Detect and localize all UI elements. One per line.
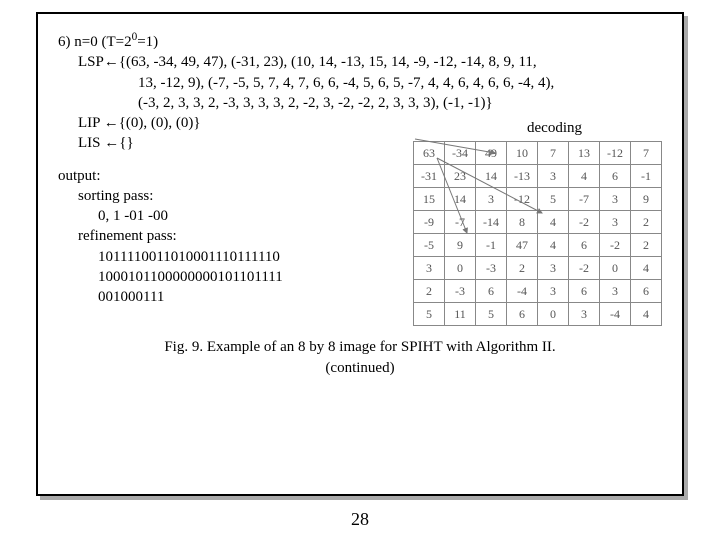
matrix-cell: 3 xyxy=(538,257,569,280)
matrix-cell: 5 xyxy=(476,303,507,326)
matrix-cell: 4 xyxy=(631,257,662,280)
matrix-cell: -13 xyxy=(507,165,538,188)
matrix-cell: 5 xyxy=(414,303,445,326)
caption-line1: Fig. 9. Example of an 8 by 8 image for S… xyxy=(164,339,555,355)
matrix-cell: 4 xyxy=(569,165,600,188)
lsp-line2: 13, -12, 9), (-7, -5, 5, 7, 4, 7, 6, 6, … xyxy=(58,73,662,93)
matrix-cell: 3 xyxy=(538,280,569,303)
matrix-cell: -2 xyxy=(569,257,600,280)
matrix-cell: 47 xyxy=(507,234,538,257)
matrix-cell: 11 xyxy=(445,303,476,326)
matrix-cell: -2 xyxy=(569,211,600,234)
caption-line2: (continued) xyxy=(325,360,394,376)
matrix-cell: 0 xyxy=(600,257,631,280)
matrix-cell: -34 xyxy=(445,142,476,165)
matrix-cell: -9 xyxy=(414,211,445,234)
matrix-cell: -3 xyxy=(445,280,476,303)
page-number: 28 xyxy=(0,509,720,530)
matrix-cell: -2 xyxy=(600,234,631,257)
matrix-cell: 15 xyxy=(414,188,445,211)
matrix-cell: 3 xyxy=(476,188,507,211)
matrix-cell: -4 xyxy=(507,280,538,303)
lsp-line1: LSP←{(63, -34, 49, 47), (-31, 23), (10, … xyxy=(58,52,662,72)
matrix-cell: 3 xyxy=(569,303,600,326)
matrix-cell: 6 xyxy=(569,280,600,303)
matrix-cell: 2 xyxy=(507,257,538,280)
matrix-cell: -7 xyxy=(445,211,476,234)
matrix-cell: 14 xyxy=(445,188,476,211)
matrix-cell: 6 xyxy=(600,165,631,188)
image-matrix: 63-344910713-127-312314-13346-115143-125… xyxy=(413,141,662,326)
matrix-cell: 14 xyxy=(476,165,507,188)
matrix-cell: -12 xyxy=(507,188,538,211)
matrix-cell: 4 xyxy=(538,234,569,257)
matrix-cell: 0 xyxy=(445,257,476,280)
step-header-tail: =1) xyxy=(137,34,158,50)
matrix-cell: 4 xyxy=(538,211,569,234)
matrix-cell: 7 xyxy=(538,142,569,165)
matrix-cell: 4 xyxy=(631,303,662,326)
matrix-cell: 3 xyxy=(414,257,445,280)
matrix-cell: 2 xyxy=(414,280,445,303)
matrix-cell: 6 xyxy=(569,234,600,257)
matrix-cell: 0 xyxy=(538,303,569,326)
matrix-cell: 23 xyxy=(445,165,476,188)
matrix-cell: -14 xyxy=(476,211,507,234)
decoding-label: decoding xyxy=(527,118,582,138)
matrix-cell: 3 xyxy=(600,211,631,234)
figure-caption: Fig. 9. Example of an 8 by 8 image for S… xyxy=(58,337,662,378)
matrix-cell: 3 xyxy=(600,188,631,211)
matrix-cell: 3 xyxy=(600,280,631,303)
matrix-cell: 3 xyxy=(538,165,569,188)
matrix-cell: -1 xyxy=(476,234,507,257)
matrix-cell: 9 xyxy=(445,234,476,257)
matrix-cell: 10 xyxy=(507,142,538,165)
matrix-cell: -7 xyxy=(569,188,600,211)
matrix-cell: 63 xyxy=(414,142,445,165)
matrix-cell: 6 xyxy=(507,303,538,326)
matrix-cell: 6 xyxy=(631,280,662,303)
matrix-cell: -12 xyxy=(600,142,631,165)
matrix-cell: 5 xyxy=(538,188,569,211)
matrix-cell: -4 xyxy=(600,303,631,326)
step-header-text: 6) n=0 (T=2 xyxy=(58,34,132,50)
matrix-cell: 9 xyxy=(631,188,662,211)
matrix-cell: 49 xyxy=(476,142,507,165)
matrix-cell: 2 xyxy=(631,234,662,257)
matrix-cell: -1 xyxy=(631,165,662,188)
lsp-line3: (-3, 2, 3, 3, 2, -3, 3, 3, 3, 2, -2, 3, … xyxy=(58,93,662,113)
step-header: 6) n=0 (T=20=1) xyxy=(58,30,662,52)
matrix-cell: 8 xyxy=(507,211,538,234)
matrix-cell: 13 xyxy=(569,142,600,165)
matrix-cell: -3 xyxy=(476,257,507,280)
matrix-cell: -5 xyxy=(414,234,445,257)
matrix-cell: 6 xyxy=(476,280,507,303)
matrix-cell: -31 xyxy=(414,165,445,188)
matrix-cell: 7 xyxy=(631,142,662,165)
matrix-cell: 2 xyxy=(631,211,662,234)
